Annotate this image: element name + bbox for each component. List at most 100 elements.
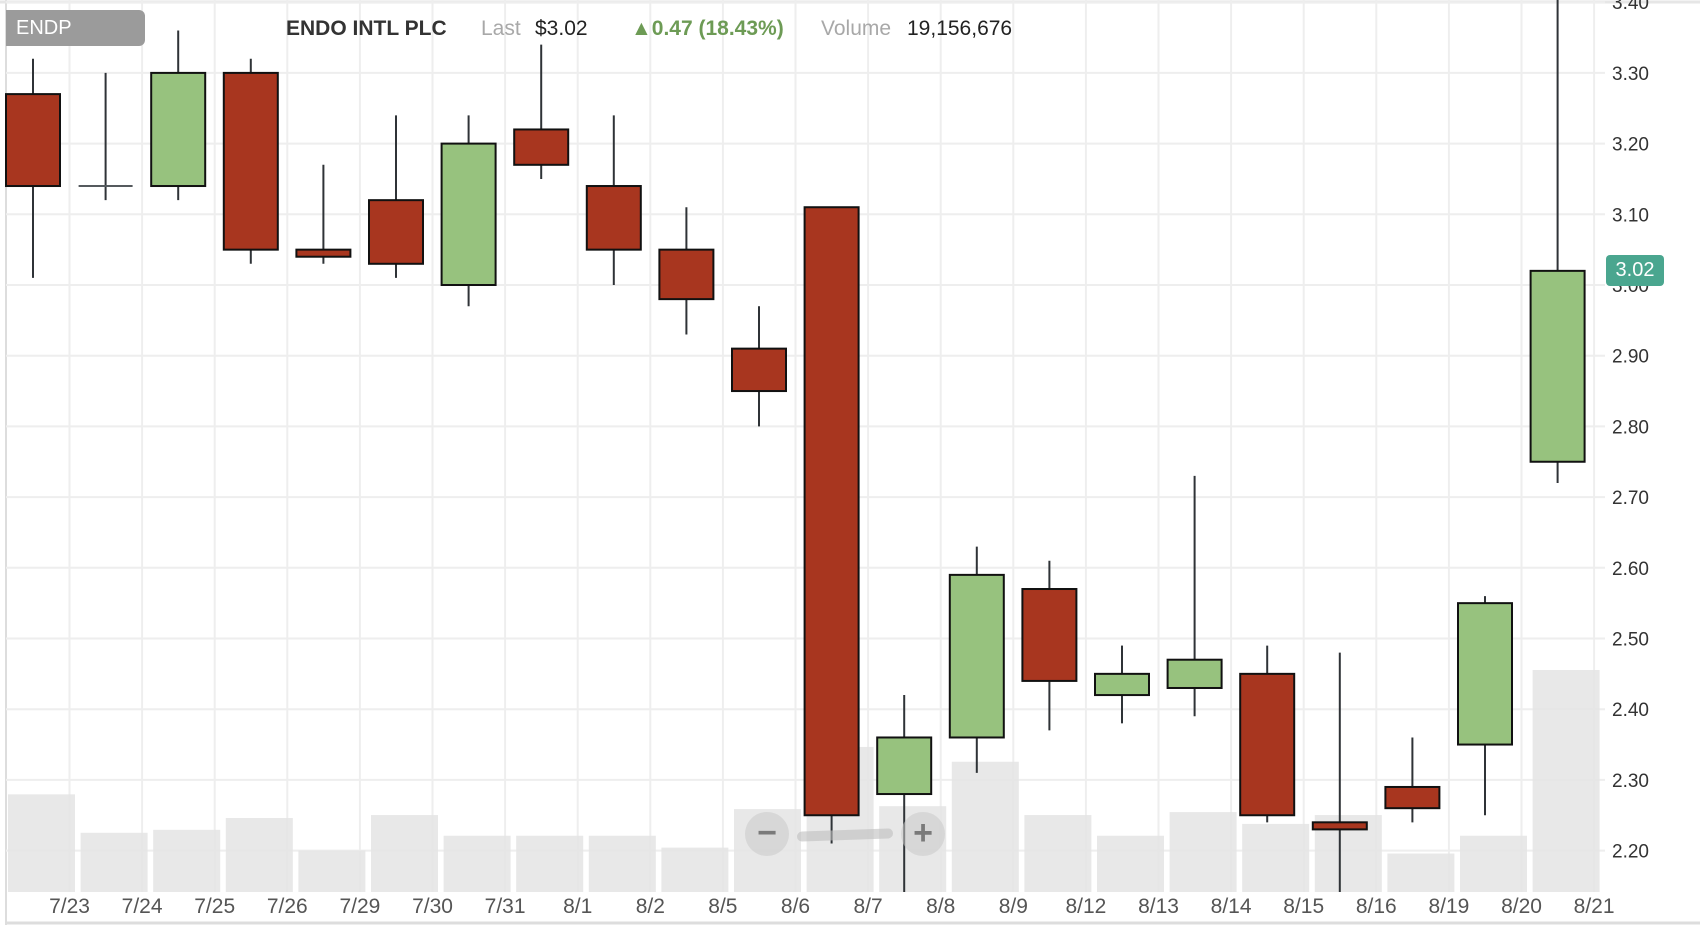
x-axis-label: 8/19 — [1428, 895, 1469, 918]
volume-bar — [1024, 815, 1092, 892]
volume-hit-area[interactable] — [226, 818, 293, 892]
candle-body-up — [1094, 672, 1150, 697]
candle-body-up — [876, 736, 933, 796]
volume-bar — [516, 835, 584, 892]
y-axis-label: 2.20 — [1612, 842, 1649, 863]
x-axis-label: 8/7 — [853, 895, 882, 918]
volume-bar — [661, 847, 729, 892]
x-axis-label: 8/1 — [563, 895, 592, 918]
candle[interactable] — [1384, 737, 1441, 823]
candle[interactable] — [1311, 652, 1368, 892]
volume-bar — [1242, 823, 1310, 892]
candle[interactable] — [440, 115, 497, 307]
candle[interactable] — [5, 58, 61, 278]
x-axis-label: 8/16 — [1356, 895, 1397, 918]
volume-hit-area[interactable] — [589, 836, 656, 892]
symbol-badge[interactable]: ENDP — [6, 10, 145, 46]
candle[interactable] — [731, 306, 787, 427]
candle[interactable] — [368, 115, 424, 278]
x-axis-label: 8/13 — [1138, 895, 1179, 918]
x-axis-label: 8/5 — [708, 895, 737, 918]
volume-hit-area[interactable] — [1024, 815, 1091, 892]
candle[interactable] — [658, 207, 715, 335]
y-axis-label: 2.90 — [1612, 347, 1649, 368]
volume-hit-area[interactable] — [516, 836, 583, 892]
x-axis-label: 8/14 — [1211, 895, 1252, 918]
x-axis-label: 7/31 — [485, 895, 526, 918]
volume-hit-area[interactable] — [1460, 836, 1527, 892]
candle-body-down — [803, 206, 860, 817]
candle[interactable] — [585, 115, 642, 285]
volume-hit-area[interactable] — [444, 836, 511, 892]
zoom-out-button[interactable]: − — [745, 812, 789, 856]
x-axis-label: 7/26 — [267, 895, 308, 918]
volume-bar — [8, 794, 75, 892]
y-axis-label: 2.30 — [1612, 771, 1649, 792]
candle[interactable] — [222, 58, 279, 264]
volume-bar — [1097, 835, 1164, 892]
candle[interactable] — [876, 695, 933, 892]
volume-hit-area[interactable] — [8, 794, 75, 892]
y-axis-label: 2.80 — [1612, 417, 1649, 438]
candle-body-down — [1021, 588, 1078, 682]
volume-hit-area[interactable] — [298, 851, 365, 892]
volume-hit-area[interactable] — [661, 848, 728, 892]
volume-hit-area[interactable] — [1242, 824, 1309, 892]
candle-body-down — [368, 199, 424, 265]
candle[interactable] — [78, 72, 133, 201]
candle-body-up — [440, 142, 497, 286]
volume-hit-area[interactable] — [153, 830, 220, 892]
volume-bar — [1387, 853, 1455, 892]
volume-bar — [443, 835, 511, 892]
candle[interactable] — [513, 44, 570, 179]
x-axis-label: 8/12 — [1065, 895, 1106, 918]
x-axis-label: 8/6 — [781, 895, 810, 918]
candle[interactable] — [150, 30, 207, 201]
zoom-control: − + — [745, 812, 945, 858]
x-axis-label: 8/9 — [999, 895, 1028, 918]
candle-body-down — [295, 248, 352, 258]
volume-bar — [80, 832, 148, 892]
candle-body-down — [1384, 785, 1441, 810]
volume-bar — [951, 761, 1019, 892]
candle[interactable] — [1529, 0, 1586, 483]
volume-bar — [225, 818, 293, 892]
candle-body-down — [658, 248, 715, 301]
y-axis-label: 3.10 — [1612, 205, 1649, 226]
candle-body-down — [5, 93, 61, 188]
x-axis-label: 8/2 — [636, 895, 665, 918]
y-axis-label: 2.60 — [1612, 559, 1649, 580]
volume-hit-area[interactable] — [1315, 815, 1382, 892]
y-axis-label: 3.20 — [1612, 135, 1649, 156]
y-axis-label: 3.40 — [1612, 0, 1649, 14]
volume-hit-area[interactable] — [1097, 836, 1164, 892]
volume-hit-area[interactable] — [1533, 670, 1600, 892]
volume-hit-area[interactable] — [1170, 812, 1237, 892]
volume-hit-area[interactable] — [1387, 854, 1454, 892]
candle-body-up — [1166, 658, 1223, 689]
volume-hit-area[interactable] — [952, 762, 1019, 892]
candle[interactable] — [1021, 560, 1078, 731]
x-axis-label: 7/25 — [194, 895, 235, 918]
volume-bar — [1532, 670, 1600, 892]
candle[interactable] — [948, 546, 1005, 773]
candle-body-up — [150, 71, 207, 188]
candle[interactable] — [1094, 645, 1150, 724]
candle[interactable] — [803, 206, 860, 844]
volume-hit-area[interactable] — [81, 833, 148, 892]
candle[interactable] — [1166, 475, 1223, 717]
candle[interactable] — [295, 164, 352, 264]
zoom-slider[interactable] — [797, 828, 893, 842]
candle-body-up — [1529, 269, 1586, 463]
x-axis-label: 7/30 — [412, 895, 453, 918]
last-price-badge: 3.02 — [1606, 255, 1664, 286]
candle-body-up — [948, 573, 1005, 739]
y-axis-label: 2.40 — [1612, 700, 1649, 721]
volume-hit-area[interactable] — [371, 815, 438, 892]
x-axis-label: 7/23 — [49, 895, 90, 918]
zoom-in-button[interactable]: + — [901, 812, 945, 856]
candle[interactable] — [1457, 596, 1513, 816]
candle[interactable] — [1239, 645, 1296, 823]
